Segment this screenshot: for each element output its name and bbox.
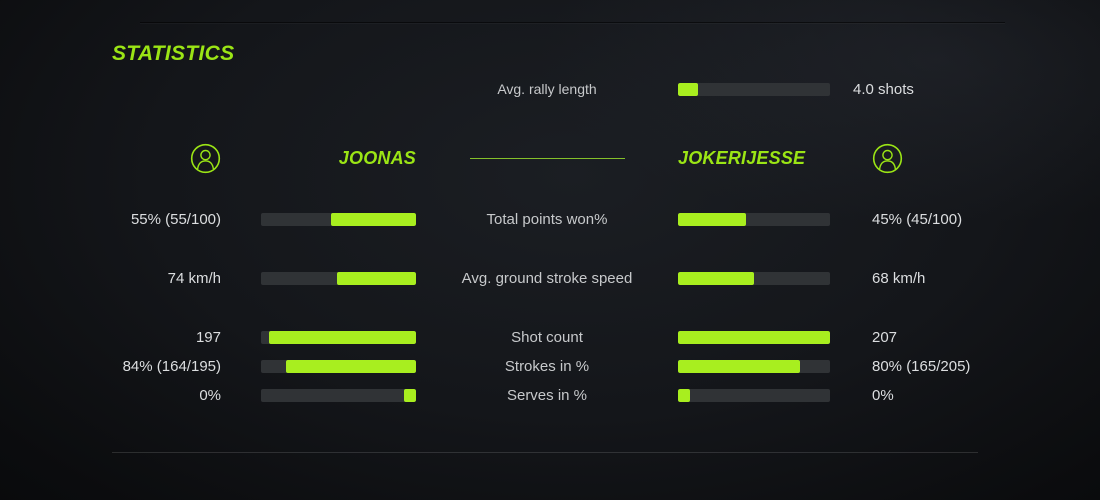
rally-length-row: Avg. rally length 4.0 shots: [0, 75, 1100, 103]
stat-label: Avg. ground stroke speed: [461, 269, 633, 287]
stat-right-value: 80% (165/205): [872, 357, 971, 375]
stat-label: Serves in %: [506, 386, 588, 404]
top-divider-line: [140, 22, 1005, 23]
stat-bar-right-fill: [678, 330, 830, 344]
stat-bar-left: [261, 212, 416, 226]
stat-right-value: 207: [872, 328, 898, 346]
stat-bar-right-fill: [678, 359, 800, 373]
stat-left-value: 197: [195, 328, 221, 346]
players-header-row: JOONAS JOKERIJESSE: [0, 141, 1100, 175]
names-divider-line: [469, 157, 625, 159]
stat-row-serves-in: 0% Serves in % 0%: [0, 381, 1100, 409]
rally-length-value: 4.0 shots: [853, 80, 914, 98]
user-avatar-icon: [190, 143, 221, 173]
stat-right-value: 68 km/h: [872, 269, 926, 287]
stat-row-shot-count: 197 Shot count 207: [0, 323, 1100, 351]
stat-bar-right: [678, 359, 830, 373]
stat-label: Shot count: [511, 328, 583, 346]
stat-bar-right: [678, 388, 830, 402]
stat-bar-left: [261, 271, 416, 285]
stat-bar-left-fill: [285, 359, 416, 373]
page-title: STATISTICS: [112, 42, 235, 65]
stat-label: Strokes in %: [504, 357, 590, 375]
stat-bar-left: [261, 330, 416, 344]
stat-bar-left-fill: [330, 212, 416, 226]
stat-left-value: 84% (164/195): [122, 357, 221, 375]
player-name-left: JOONAS: [338, 147, 416, 168]
stat-bar-right-fill: [678, 212, 747, 226]
stat-left-value: 74 km/h: [167, 269, 221, 287]
rally-length-label: Avg. rally length: [497, 81, 597, 97]
stat-left-value: 55% (55/100): [130, 210, 221, 228]
stat-bar-left-fill: [403, 388, 416, 402]
stat-row-total-points: 55% (55/100) Total points won% 45% (45/1…: [0, 205, 1100, 233]
stat-row-strokes-in: 84% (164/195) Strokes in % 80% (165/205): [0, 352, 1100, 380]
stat-bar-left: [261, 359, 416, 373]
stat-right-value: 0%: [872, 386, 894, 404]
stat-left-value: 0%: [199, 386, 221, 404]
stat-bar-right: [678, 330, 830, 344]
stat-right-value: 45% (45/100): [872, 210, 963, 228]
stat-label: Total points won%: [486, 210, 608, 228]
stat-bar-left-fill: [268, 330, 416, 344]
stat-bar-right: [678, 271, 830, 285]
player-name-right: JOKERIJESSE: [678, 147, 806, 168]
stat-row-ground-stroke-speed: 74 km/h Avg. ground stroke speed 68 km/h: [0, 264, 1100, 292]
rally-length-bar: [678, 82, 830, 96]
stat-bar-right: [678, 212, 830, 226]
stat-bar-left: [261, 388, 416, 402]
stat-bar-left-fill: [336, 271, 416, 285]
user-avatar-icon: [872, 143, 903, 173]
stat-bar-right-fill: [678, 271, 754, 285]
rally-length-bar-fill: [678, 82, 698, 96]
stat-bar-right-fill: [678, 388, 691, 402]
bottom-divider-line: [112, 452, 978, 453]
